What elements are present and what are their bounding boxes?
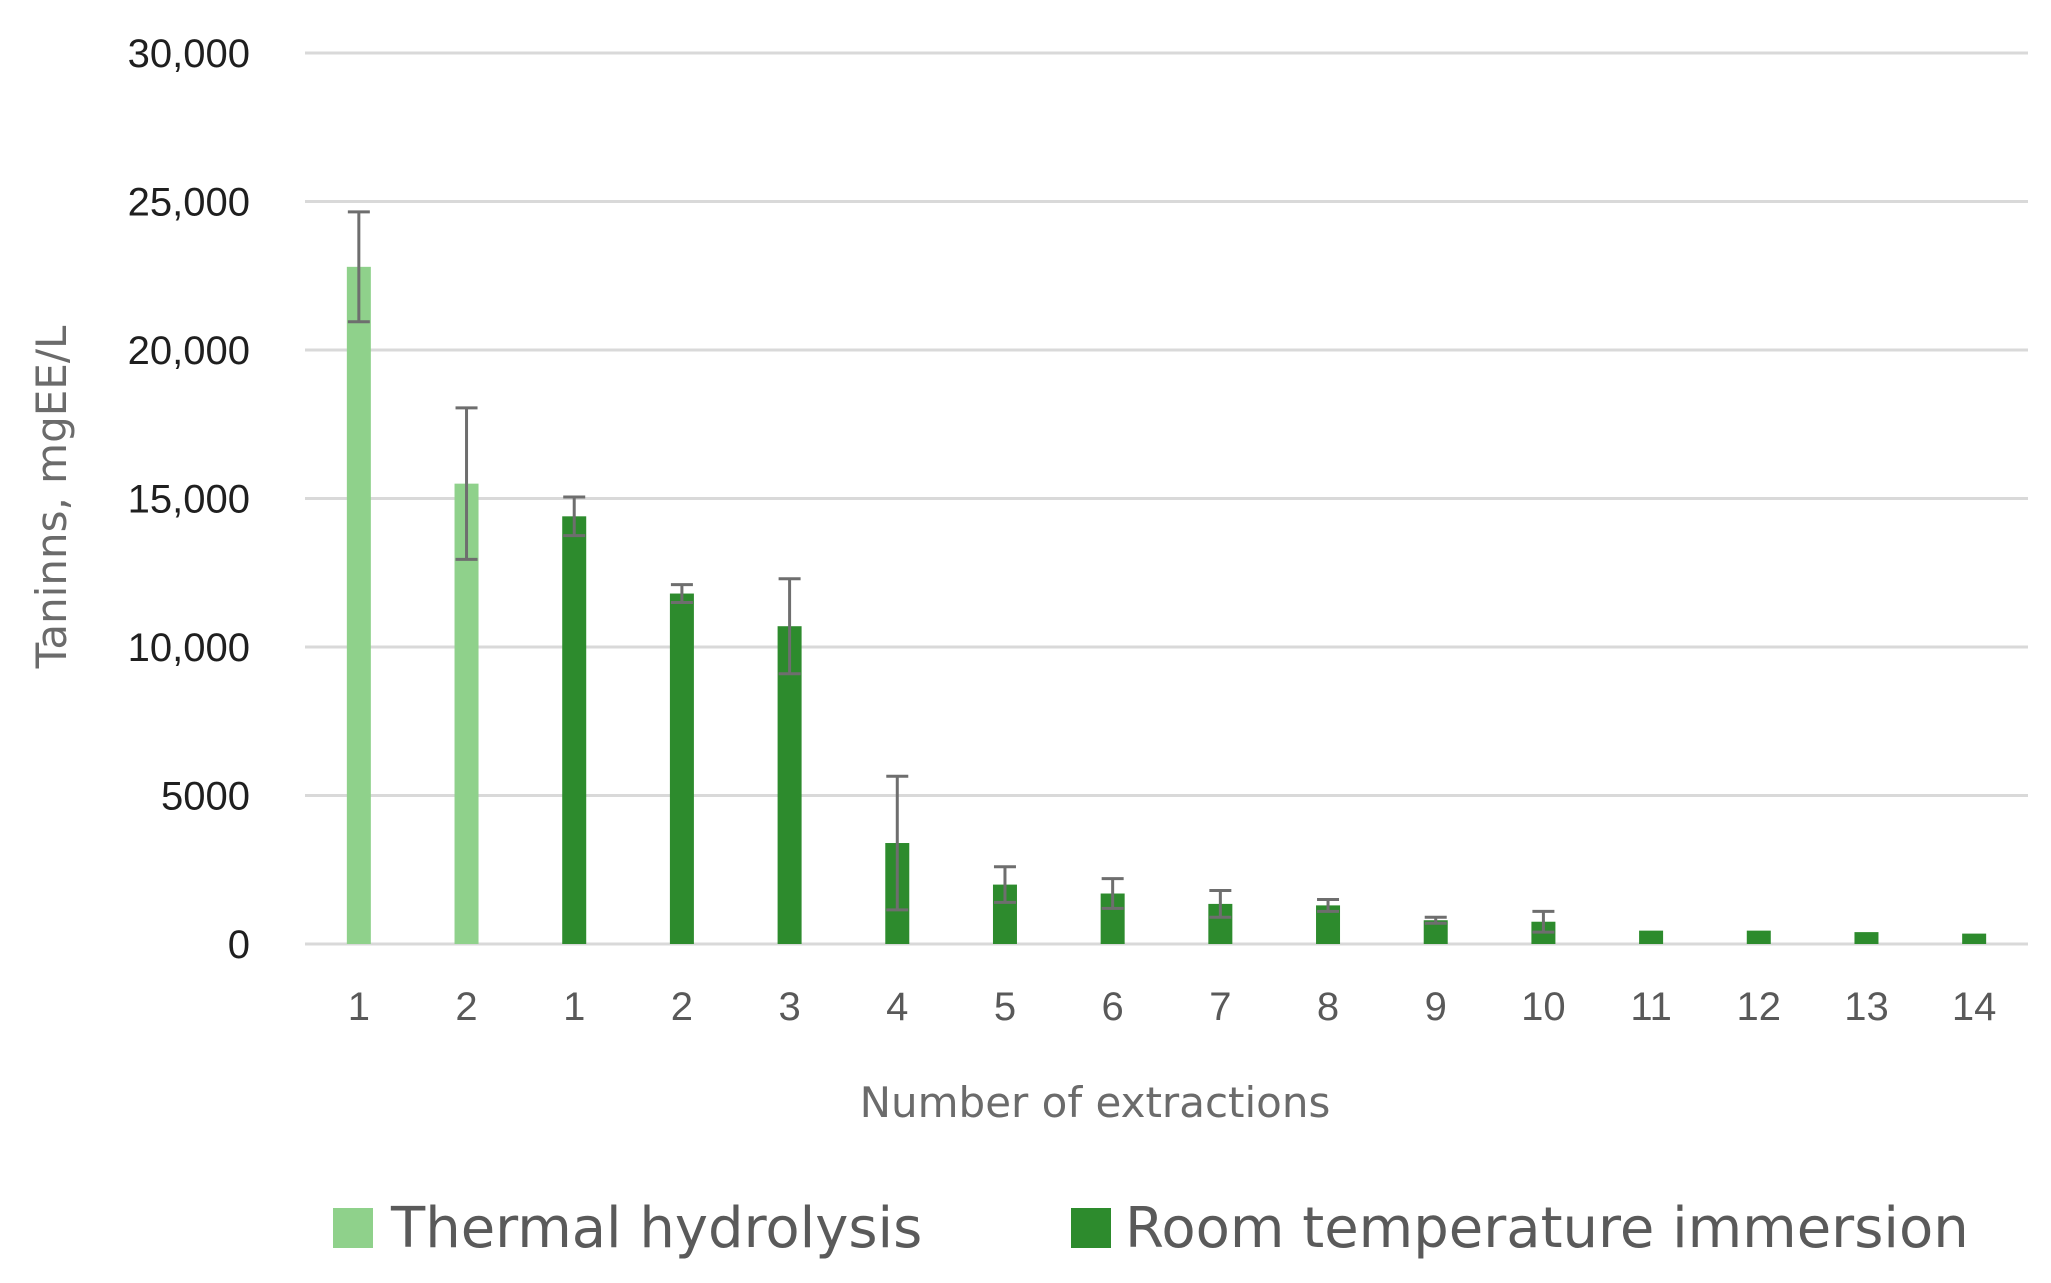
x-tick-label: 8	[1317, 985, 1339, 1029]
x-tick-label: 5	[994, 985, 1016, 1029]
bar-room-temperature-immersion-11	[1639, 930, 1664, 944]
legend: Thermal hydrolysis Room temperature imme…	[333, 1196, 1969, 1261]
error-bar	[347, 210, 370, 324]
error-bar	[778, 577, 801, 676]
gridlines	[305, 51, 2028, 946]
legend-swatch-room-temperature-immersion	[1071, 1208, 1111, 1248]
error-bar	[1424, 915, 1447, 925]
legend-label-thermal-hydrolysis: Thermal hydrolysis	[390, 1196, 922, 1261]
error-bar	[670, 583, 693, 604]
y-tick-label: 15,000	[128, 478, 250, 522]
error-bar	[1209, 889, 1232, 919]
bar-room-temperature-immersion-9	[1423, 920, 1448, 944]
x-tick-label: 7	[1209, 985, 1231, 1029]
y-tick-label: 20,000	[128, 329, 250, 373]
y-tick-label: 10,000	[128, 626, 250, 670]
bar-room-temperature-immersion-12	[1746, 930, 1771, 944]
y-tick-label: 25,000	[128, 181, 250, 225]
legend-swatch-thermal-hydrolysis	[333, 1208, 373, 1248]
x-tick-label: 13	[1844, 985, 1889, 1029]
error-bar	[993, 865, 1016, 904]
y-axis-title: Taninns, mgEE/L	[27, 325, 76, 669]
x-tick-label: 1	[348, 985, 370, 1029]
error-bar	[886, 774, 909, 912]
x-axis-title: Number of extractions	[860, 1078, 1331, 1127]
x-tick-label: 1	[563, 985, 585, 1029]
error-bar	[1532, 909, 1555, 934]
bar-room-temperature-immersion-13	[1854, 932, 1879, 944]
x-tick-label: 4	[886, 985, 908, 1029]
error-bar	[563, 495, 586, 538]
y-tick-label: 0	[228, 923, 250, 967]
x-tick-label: 11	[1630, 985, 1672, 1029]
error-bar	[1317, 897, 1340, 913]
y-tick-label: 5000	[161, 775, 250, 819]
x-tick-label: 3	[778, 985, 800, 1029]
error-bar	[455, 406, 478, 561]
x-axis-tick-labels: 1 2 1 2 3 4 5 6 7 8 9 10 11 12 13 14	[348, 985, 1997, 1029]
legend-label-room-temperature-immersion: Room temperature immersion	[1125, 1196, 1969, 1261]
x-tick-label: 2	[455, 985, 477, 1029]
bar-thermal-hydrolysis-1	[346, 266, 371, 945]
y-tick-label: 30,000	[128, 32, 250, 76]
x-tick-label: 14	[1952, 985, 1997, 1029]
bars	[346, 266, 1987, 945]
x-tick-label: 9	[1425, 985, 1447, 1029]
bar-room-temperature-immersion-14	[1962, 933, 1987, 944]
x-tick-label: 2	[671, 985, 693, 1029]
error-bar	[1101, 877, 1124, 910]
bar-room-temperature-immersion-1	[562, 516, 587, 944]
y-axis-tick-labels: 0 5000 10,000 15,000 20,000 25,000 30,000	[128, 32, 250, 967]
error-bars	[347, 210, 1555, 934]
x-tick-label: 12	[1737, 985, 1782, 1029]
x-tick-label: 10	[1521, 985, 1566, 1029]
x-tick-label: 6	[1102, 985, 1124, 1029]
bar-room-temperature-immersion-2	[669, 593, 694, 944]
bar-room-temperature-immersion-3	[777, 626, 802, 944]
